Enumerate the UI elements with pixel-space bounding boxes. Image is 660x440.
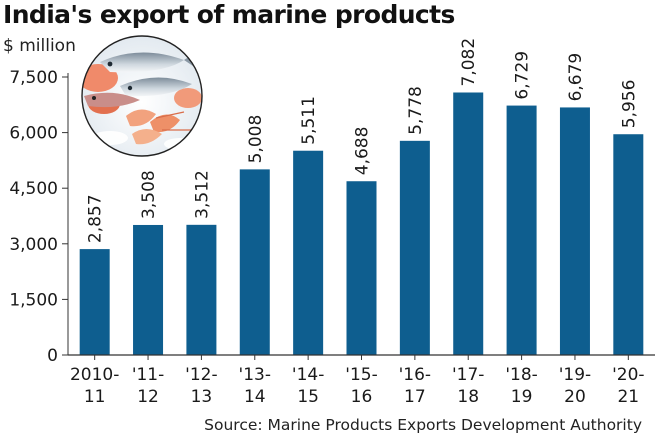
x-tick-label: '19- bbox=[559, 365, 591, 385]
source-note: Source: Marine Products Exports Developm… bbox=[204, 416, 642, 434]
x-tick-label: '13- bbox=[239, 365, 271, 385]
bar bbox=[613, 134, 644, 355]
x-tick-label: '12- bbox=[185, 365, 217, 385]
bar-value-label: 3,512 bbox=[192, 170, 212, 219]
bar-value-label: 5,956 bbox=[619, 80, 639, 129]
bar-value-label: 6,729 bbox=[513, 51, 533, 100]
bar-value-label: 5,008 bbox=[246, 115, 266, 164]
bar bbox=[133, 224, 164, 355]
y-tick-label: 4,500 bbox=[9, 179, 58, 199]
x-tick-label: 13 bbox=[191, 387, 213, 407]
bar bbox=[346, 181, 377, 355]
seafood-photo bbox=[81, 35, 203, 157]
y-tick-label: 7,500 bbox=[9, 68, 58, 88]
bar-value-label: 5,778 bbox=[406, 86, 426, 135]
x-tick-label: 2010- bbox=[70, 365, 119, 385]
x-tick-label: 18 bbox=[457, 387, 479, 407]
y-tick-label: 3,000 bbox=[9, 235, 58, 255]
bar-value-label: 2,857 bbox=[86, 194, 106, 243]
y-tick-label: 6,000 bbox=[9, 124, 58, 144]
y-axis-unit-label: $ million bbox=[3, 36, 76, 56]
x-tick-label: '14- bbox=[292, 365, 324, 385]
bar bbox=[506, 105, 537, 355]
x-tick-label: 16 bbox=[351, 387, 373, 407]
chart-title: India's export of marine products bbox=[3, 0, 455, 29]
x-tick-label: 11 bbox=[84, 387, 106, 407]
y-tick-label: 1,500 bbox=[9, 290, 58, 310]
bar-value-label: 6,679 bbox=[566, 53, 586, 102]
x-tick-label: '17- bbox=[452, 365, 484, 385]
bar-value-label: 3,508 bbox=[139, 170, 159, 219]
x-tick-label: '20- bbox=[612, 365, 644, 385]
x-tick-label: 21 bbox=[617, 387, 639, 407]
bar bbox=[453, 92, 484, 355]
bar-value-label: 5,511 bbox=[299, 96, 319, 145]
bar bbox=[293, 150, 324, 355]
x-tick-label: '16- bbox=[399, 365, 431, 385]
bar bbox=[186, 224, 217, 355]
x-tick-label: '15- bbox=[345, 365, 377, 385]
x-tick-label: '18- bbox=[505, 365, 537, 385]
bar bbox=[559, 107, 590, 355]
x-tick-label: 20 bbox=[564, 387, 586, 407]
x-tick-label: 19 bbox=[511, 387, 533, 407]
bar-value-label: 7,082 bbox=[459, 38, 479, 87]
bar bbox=[239, 169, 270, 355]
x-tick-label: 15 bbox=[297, 387, 319, 407]
bar-value-label: 4,688 bbox=[353, 127, 373, 176]
bar bbox=[399, 140, 430, 355]
x-tick-label: '11- bbox=[132, 365, 164, 385]
x-tick-label: 12 bbox=[137, 387, 159, 407]
y-tick-label: 0 bbox=[47, 346, 58, 366]
x-tick-label: 17 bbox=[404, 387, 426, 407]
x-tick-label: 14 bbox=[244, 387, 266, 407]
bar bbox=[79, 249, 110, 355]
